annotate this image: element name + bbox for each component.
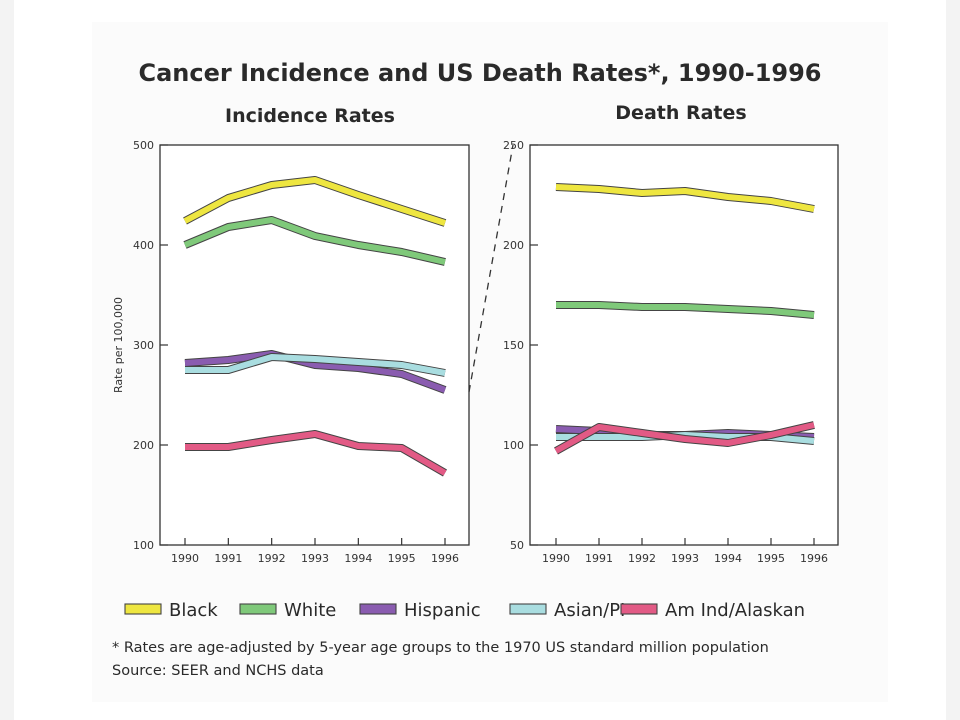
legend-label-am-ind-alaskan: Am Ind/Alaskan xyxy=(665,600,805,621)
incidence-x-tick-label: 1993 xyxy=(301,552,329,565)
incidence-x-tick-label: 1995 xyxy=(388,552,416,565)
legend-label-hispanic: Hispanic xyxy=(404,600,481,621)
incidence-series-asian-pi-line xyxy=(185,354,446,376)
axis-break-connector xyxy=(468,144,514,393)
legend: Black White Hispanic Asian/PI Am Ind/Alaskan xyxy=(124,600,805,621)
incidence-y-tick-label: 400 xyxy=(133,239,154,252)
legend-swatch-am-ind-alaskan xyxy=(620,603,658,615)
death-y-tick-label: 200 xyxy=(503,239,524,252)
death-y-tick-label: 50 xyxy=(510,539,524,552)
incidence-y-tick-label: 100 xyxy=(133,539,154,552)
death-x-tick-label: 1995 xyxy=(757,552,785,565)
death-series-black-line xyxy=(555,184,815,212)
death-panel-title: Death Rates xyxy=(615,102,746,124)
death-x-tick-label: 1994 xyxy=(714,552,742,565)
incidence-x-tick-label: 1991 xyxy=(214,552,242,565)
death-x-tick-label: 1993 xyxy=(671,552,699,565)
legend-label-asian-pi: Asian/PI xyxy=(554,600,625,621)
incidence-series-black-line xyxy=(183,177,446,226)
incidence-series-hispanic-line xyxy=(184,351,447,393)
incidence-y-axis-label: Rate per 100,000 xyxy=(112,297,125,393)
death-series-am-ind-alaskan-line xyxy=(554,422,815,454)
incidence-rates-panel: 100 200 300 400 500 1990 1991 1992 1993 1994 1995 1… xyxy=(112,139,470,565)
death-x-tick-label: 1990 xyxy=(542,552,570,565)
incidence-series-am-ind-alaskan-line xyxy=(185,431,447,476)
incidence-x-tick-label: 1992 xyxy=(258,552,286,565)
incidence-x-tick-label: 1990 xyxy=(171,552,199,565)
incidence-plot-frame xyxy=(159,144,470,546)
incidence-x-tick-label: 1996 xyxy=(431,552,459,565)
legend-swatch-black xyxy=(124,603,162,615)
incidence-y-tick-label: 300 xyxy=(133,339,154,352)
death-y-tick-label: 150 xyxy=(503,339,524,352)
footnote: * Rates are age-adjusted by 5-year age g… xyxy=(112,640,769,656)
incidence-x-tick-label: 1994 xyxy=(344,552,372,565)
death-x-tick-label: 1992 xyxy=(628,552,656,565)
figure-title: Cancer Incidence and US Death Rates*, 19… xyxy=(138,59,821,87)
incidence-y-tick-label: 200 xyxy=(133,439,154,452)
legend-swatch-white xyxy=(239,603,277,615)
death-plot-frame xyxy=(529,144,839,546)
legend-swatch-hispanic xyxy=(359,603,397,615)
incidence-y-tick-label: 500 xyxy=(133,139,154,152)
source-note: Source: SEER and NCHS data xyxy=(112,663,324,679)
death-y-tick-label: 100 xyxy=(503,439,524,452)
incidence-panel-title: Incidence Rates xyxy=(225,105,395,127)
legend-swatch-asian-pi xyxy=(509,603,547,615)
legend-label-white: White xyxy=(284,600,336,621)
right-edge-strip xyxy=(946,0,960,720)
death-series-white-line xyxy=(556,302,815,318)
death-x-tick-label: 1996 xyxy=(800,552,828,565)
left-edge-strip xyxy=(0,0,14,720)
incidence-series-white-line xyxy=(183,217,446,265)
legend-label-black: Black xyxy=(169,600,218,621)
death-x-tick-label: 1991 xyxy=(585,552,613,565)
